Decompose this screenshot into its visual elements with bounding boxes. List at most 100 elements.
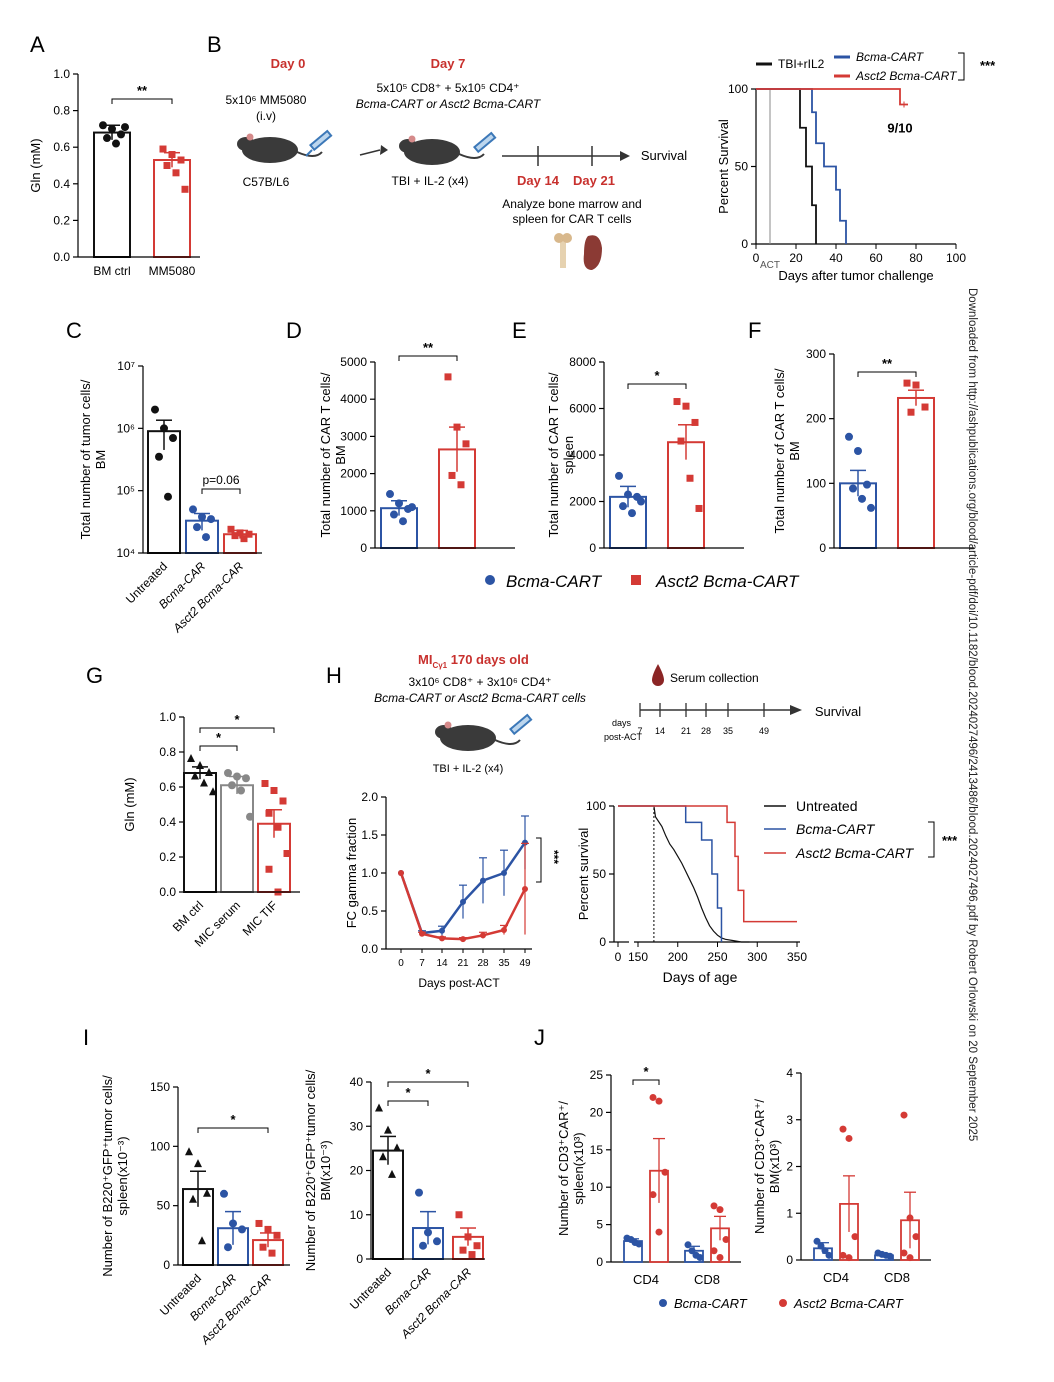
- label-h-title-sub: Cγ1: [432, 661, 447, 670]
- significance-bracket: [199, 727, 275, 733]
- data-point: [393, 1143, 401, 1152]
- arrow-head: [380, 145, 388, 155]
- survival-curve: [756, 88, 817, 244]
- y-tick-label: 5: [596, 1218, 603, 1232]
- y-axis-label: Percent Survival: [716, 119, 731, 214]
- data-point: [242, 774, 250, 783]
- y-tick-label: 0.6: [53, 140, 70, 154]
- data-point: [619, 502, 627, 511]
- data-point: [903, 379, 911, 387]
- legend-label: Asct2 Bcma-CART: [795, 845, 915, 861]
- y-axis-label: Number of B220⁺GFP⁺tumor cells/BM(x10⁻³): [303, 1069, 333, 1271]
- survival-curve: [756, 88, 847, 244]
- data-point: [459, 1246, 467, 1254]
- significance-label: *: [643, 1064, 649, 1079]
- data-point: [238, 1225, 246, 1234]
- y-axis-label: Total number of CAR T cells/spleen: [546, 372, 576, 537]
- spleen-icon: [583, 235, 602, 270]
- data-point: [845, 1254, 853, 1262]
- data-point: [264, 1225, 272, 1233]
- y-tick-label: 50: [593, 867, 607, 881]
- timeline-ticks: 7 14 21 28 35 49: [637, 703, 769, 736]
- y-axis-label: Percent survival: [576, 828, 591, 921]
- data-point: [229, 1219, 237, 1228]
- y-tick-label: 100: [586, 799, 606, 813]
- data-point: [259, 1243, 267, 1251]
- data-point: [424, 1228, 432, 1237]
- data-point: [121, 123, 129, 132]
- data-point: [245, 530, 253, 538]
- y-axis-label: Total number of tumor cells/BM: [78, 379, 108, 539]
- timeline-day-label: 7: [637, 726, 642, 736]
- data-point: [628, 509, 636, 518]
- y-tick-label: 200: [806, 412, 826, 426]
- data-point: [224, 1243, 232, 1252]
- y-tick-label: 4000: [340, 392, 367, 406]
- data-point: [433, 1237, 441, 1246]
- data-point: [716, 1206, 724, 1214]
- data-point: [399, 517, 407, 526]
- data-point: [906, 1254, 914, 1262]
- y-tick-label: 4000: [569, 448, 596, 462]
- data-point: [468, 1251, 476, 1259]
- y-tick-label: 2: [786, 1160, 793, 1174]
- data-point: [849, 484, 857, 493]
- significance-bracket: [387, 1100, 429, 1106]
- y-tick-label: 20: [590, 1105, 604, 1119]
- syringe-icon: [473, 131, 497, 154]
- y-tick-label: 10: [590, 1180, 604, 1194]
- x-tick-label: 14: [436, 958, 448, 969]
- data-point: [265, 865, 273, 873]
- data-point: [464, 1233, 472, 1241]
- y-tick-label: 0: [819, 541, 826, 555]
- x-tick-label: CD8: [694, 1272, 720, 1287]
- data-point: [912, 381, 920, 389]
- bar: [897, 396, 935, 549]
- significance-bracket: [199, 745, 238, 751]
- mouse-icon: [399, 135, 485, 165]
- data-point: [395, 499, 403, 508]
- data-point: [181, 185, 189, 193]
- significance-bracket: [111, 98, 173, 104]
- y-tick-label: 0.0: [361, 942, 378, 956]
- data-point: [408, 503, 416, 512]
- data-point: [886, 1252, 894, 1260]
- y-tick-label: 2000: [569, 495, 596, 509]
- significance-bracket: [958, 52, 965, 81]
- data-point: [274, 823, 282, 831]
- data-point: [460, 898, 466, 905]
- data-point: [185, 1147, 193, 1156]
- bar: [93, 131, 131, 258]
- x-tick-label: 40: [829, 251, 843, 265]
- data-point: [444, 373, 452, 381]
- label-strain: C57B/L6: [243, 175, 290, 189]
- x-tick-label: 100: [946, 251, 966, 265]
- x-tick-label: 80: [909, 251, 923, 265]
- x-tick-label: BM ctrl: [93, 264, 130, 278]
- significance-label: ***: [942, 833, 958, 848]
- data-point: [615, 471, 623, 480]
- data-point: [108, 124, 116, 133]
- data-point: [193, 523, 201, 532]
- data-point: [205, 768, 213, 776]
- y-tick-label: 0: [741, 237, 748, 251]
- legend-label: Bcma-CART: [796, 821, 876, 837]
- significance-label: *: [405, 1085, 411, 1100]
- data-point: [191, 771, 199, 780]
- legend-label-bcma: Bcma-CART: [674, 1296, 748, 1311]
- label-h-treatment: TBI + IL-2 (x4): [433, 763, 504, 775]
- chart-f-car-t-bm: 0 100 200 300 Total number of CAR T cells/BM…: [772, 347, 974, 555]
- data-point: [200, 778, 208, 787]
- significance-bracket: [398, 355, 458, 361]
- y-tick-label: 3: [786, 1113, 793, 1127]
- data-point: [716, 1254, 724, 1262]
- data-point: [236, 529, 244, 537]
- significance-label: **: [423, 340, 434, 355]
- data-point: [655, 1228, 663, 1236]
- data-point: [635, 1240, 643, 1248]
- x-axis-label: Days of age: [663, 969, 738, 985]
- data-point: [473, 1242, 481, 1250]
- y-tick-label: 0: [163, 1258, 170, 1272]
- significance-label: **: [137, 83, 148, 98]
